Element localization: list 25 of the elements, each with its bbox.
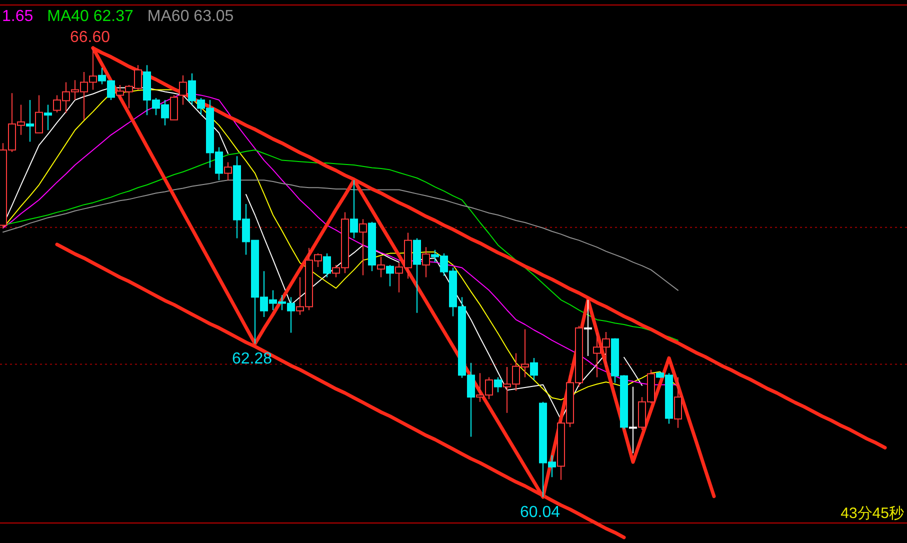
candlestick	[170, 94, 178, 120]
candlestick	[44, 104, 52, 131]
candlestick	[350, 180, 358, 239]
candlestick	[377, 256, 385, 278]
candlestick	[386, 264, 394, 287]
candlestick	[530, 358, 538, 380]
candlestick	[494, 376, 502, 393]
candlestick	[26, 100, 34, 142]
candlestick	[413, 238, 421, 314]
candlestick	[323, 252, 331, 278]
annotation: 66.60	[70, 29, 110, 46]
candlestick	[359, 218, 367, 276]
candlestick	[179, 74, 187, 106]
text: MA60 63.05	[147, 8, 234, 25]
candlestick	[629, 386, 637, 454]
text: MA40 62.37	[47, 8, 134, 25]
candlestick	[224, 162, 232, 181]
candlestick	[35, 94, 43, 134]
candlestick	[422, 246, 430, 278]
annotation: 60.04	[520, 504, 560, 521]
text: 43分45秒	[840, 505, 904, 522]
annotation: 62.28	[232, 350, 272, 368]
candlestick	[674, 376, 682, 428]
candlestick	[584, 299, 592, 357]
text: 1.65	[2, 8, 34, 25]
